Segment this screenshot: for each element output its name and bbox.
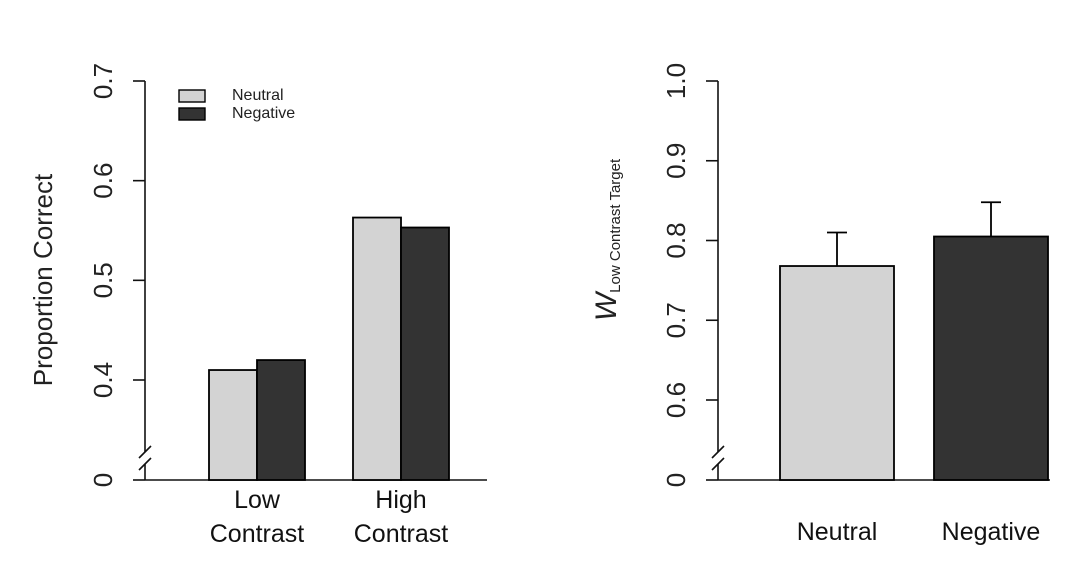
y-axis-title: WLow Contrast Target xyxy=(590,158,624,321)
y-tick-label: 0 xyxy=(661,473,691,487)
y-axis-title-subscript: Low Contrast Target xyxy=(607,158,624,293)
legend-swatch-neutral xyxy=(178,89,206,103)
axis-break-mark xyxy=(138,445,152,459)
right-chart: 0 0.6 0.7 0.8 0.9 1.0 WLow Contrast Target Neut… xyxy=(590,63,1050,546)
y-tick-label: 0.6 xyxy=(88,163,118,199)
bar-neutral-high-contrast xyxy=(352,216,402,481)
legend-swatch-negative xyxy=(178,107,206,121)
legend-label-negative: Negative xyxy=(232,105,295,122)
x-category-label-line: Low xyxy=(234,486,281,514)
x-category-label-line: Contrast xyxy=(354,520,449,548)
axis-break-mark xyxy=(711,457,725,471)
bar-neutral-low-contrast xyxy=(208,369,258,481)
x-category-label: High Contrast xyxy=(354,486,449,548)
y-axis-title-main: W xyxy=(590,290,623,321)
y-axis-title: Proportion Correct xyxy=(28,173,58,386)
bar-neutral xyxy=(779,265,895,481)
y-tick-label: 0.6 xyxy=(661,382,691,418)
x-category-label-line: High xyxy=(375,486,426,514)
y-tick-label: 0.9 xyxy=(661,143,691,179)
x-category-label-negative: Negative xyxy=(942,518,1041,546)
x-category-label: Low Contrast xyxy=(210,486,305,548)
y-tick-label: 0.7 xyxy=(88,63,118,99)
left-chart: 0 0.4 0.5 0.6 0.7 Proportion Correct Low Contra… xyxy=(28,63,487,548)
bar-negative-low-contrast xyxy=(256,359,306,481)
axis-break-mark xyxy=(138,457,152,471)
axis-break-mark xyxy=(711,445,725,459)
y-tick-label: 0.4 xyxy=(88,362,118,398)
x-category-label-line: Contrast xyxy=(210,520,305,548)
y-tick-label: 0 xyxy=(88,473,118,487)
y-tick-label: 0.5 xyxy=(88,262,118,298)
y-tick-label: 0.8 xyxy=(661,222,691,258)
y-tick-label: 1.0 xyxy=(661,63,691,99)
bar-negative xyxy=(933,235,1049,481)
y-tick-label: 0.7 xyxy=(661,302,691,338)
x-category-label-neutral: Neutral xyxy=(797,518,878,546)
bar-negative-high-contrast xyxy=(400,226,450,481)
legend-label-neutral: Neutral xyxy=(232,87,284,104)
